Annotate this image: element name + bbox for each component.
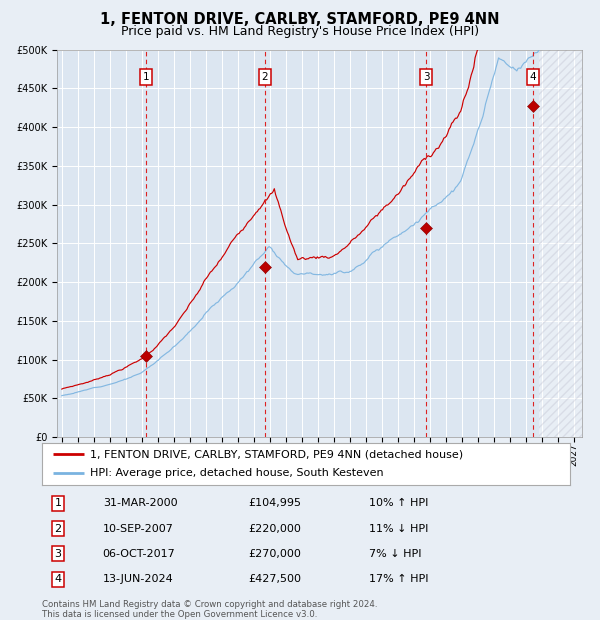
Text: 1, FENTON DRIVE, CARLBY, STAMFORD, PE9 4NN: 1, FENTON DRIVE, CARLBY, STAMFORD, PE9 4… [100, 12, 500, 27]
Text: 13-JUN-2024: 13-JUN-2024 [103, 574, 173, 584]
Text: £270,000: £270,000 [248, 549, 301, 559]
Text: 1, FENTON DRIVE, CARLBY, STAMFORD, PE9 4NN (detached house): 1, FENTON DRIVE, CARLBY, STAMFORD, PE9 4… [89, 449, 463, 459]
Text: 4: 4 [530, 72, 536, 82]
Text: 17% ↑ HPI: 17% ↑ HPI [370, 574, 429, 584]
Text: 10% ↑ HPI: 10% ↑ HPI [370, 498, 429, 508]
Text: Price paid vs. HM Land Registry's House Price Index (HPI): Price paid vs. HM Land Registry's House … [121, 25, 479, 38]
Text: 11% ↓ HPI: 11% ↓ HPI [370, 524, 429, 534]
Bar [539, 50, 582, 437]
Text: 06-OCT-2017: 06-OCT-2017 [103, 549, 175, 559]
Text: 31-MAR-2000: 31-MAR-2000 [103, 498, 178, 508]
Text: 3: 3 [55, 549, 61, 559]
Text: 4: 4 [54, 574, 61, 584]
Text: Contains HM Land Registry data © Crown copyright and database right 2024.
This d: Contains HM Land Registry data © Crown c… [42, 600, 377, 619]
Text: 3: 3 [423, 72, 430, 82]
Text: 1: 1 [143, 72, 149, 82]
Text: 10-SEP-2007: 10-SEP-2007 [103, 524, 173, 534]
Text: £427,500: £427,500 [248, 574, 301, 584]
Text: £104,995: £104,995 [248, 498, 301, 508]
Text: 1: 1 [55, 498, 61, 508]
Text: 7% ↓ HPI: 7% ↓ HPI [370, 549, 422, 559]
Text: 2: 2 [262, 72, 268, 82]
Text: 2: 2 [54, 524, 61, 534]
Text: HPI: Average price, detached house, South Kesteven: HPI: Average price, detached house, Sout… [89, 469, 383, 479]
Text: £220,000: £220,000 [248, 524, 301, 534]
